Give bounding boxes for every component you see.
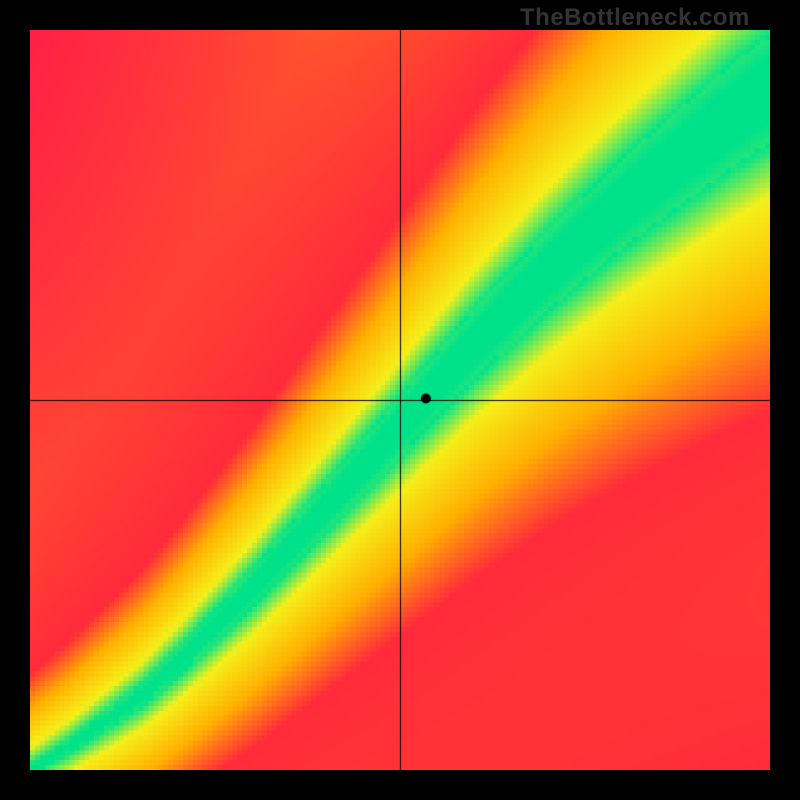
bottleneck-heatmap bbox=[30, 30, 770, 770]
heatmap-canvas bbox=[30, 30, 770, 770]
watermark-text: TheBottleneck.com bbox=[520, 4, 750, 32]
chart-stage: TheBottleneck.com bbox=[0, 0, 800, 800]
